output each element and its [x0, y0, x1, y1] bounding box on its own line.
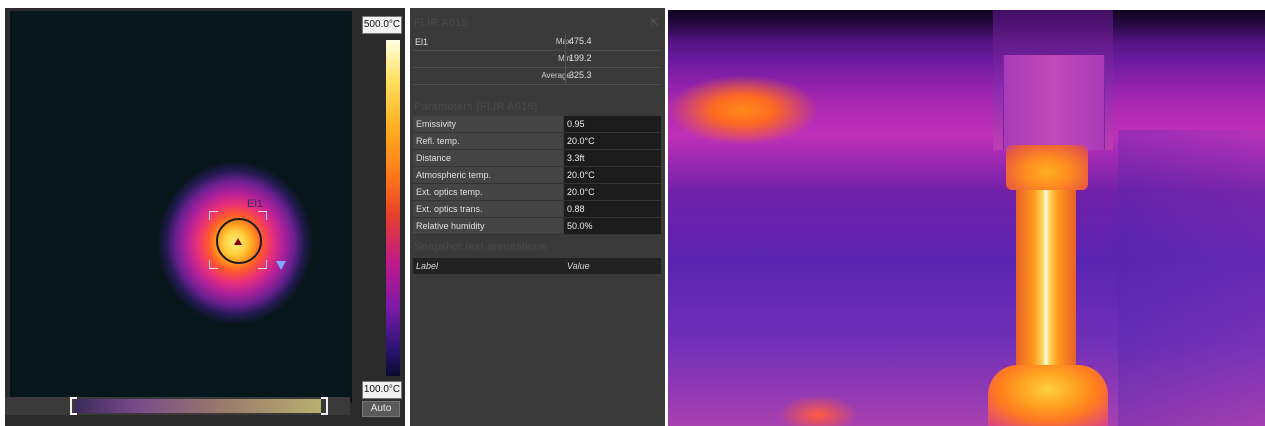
annotations-header: Label Value: [413, 258, 661, 274]
collapse-icon[interactable]: ⇱: [650, 18, 659, 29]
parameters-title: Parameters (FLIR A615): [414, 101, 538, 113]
measurement-value: 199.2: [565, 51, 592, 66]
range-right-handle[interactable]: [321, 397, 328, 415]
param-row-ext-optics-temp: Ext. optics temp. 20.0°C: [413, 184, 661, 201]
annotations-value-header: Value: [567, 261, 590, 271]
measurement-stat: Max: [555, 37, 571, 46]
level-span-histogram: [75, 399, 321, 413]
background-region: [1118, 130, 1265, 426]
param-value-input[interactable]: 3.3ft: [564, 150, 661, 166]
roi-selection-box[interactable]: [209, 211, 267, 269]
hot-collar: [1006, 145, 1088, 190]
thermal-image-large: [668, 10, 1265, 426]
min-temp-marker-icon: [276, 261, 286, 270]
hot-column: [1016, 175, 1076, 380]
param-row-ext-optics-trans: Ext. optics trans. 0.88: [413, 201, 661, 218]
measurement-row: Average 325.3: [413, 68, 661, 85]
fixture-block: [1003, 55, 1105, 150]
param-value-input[interactable]: 50.0%: [564, 218, 661, 234]
annotations-label-header: Label: [416, 261, 439, 271]
measurement-row: El1 Max 475.4: [413, 34, 661, 51]
measurement-stat: Min: [558, 54, 571, 63]
measurement-value: 475.4: [565, 34, 592, 49]
param-value-input[interactable]: 0.95: [564, 116, 661, 132]
thermal-image[interactable]: El1: [10, 11, 352, 403]
parameters-table: Emissivity 0.95 Refl. temp. 20.0°C Dista…: [413, 116, 661, 235]
param-row-atmospheric-temp: Atmospheric temp. 20.0°C: [413, 167, 661, 184]
annotations-title: Snapshot text annotations: [414, 241, 547, 253]
param-label: Emissivity: [413, 116, 563, 132]
param-label: Distance: [413, 150, 563, 166]
thermal-viewer: El1 500.0°C 100.0°C: [5, 8, 405, 426]
measurement-value: 325.3: [565, 68, 592, 83]
measurement-name: El1: [415, 37, 429, 47]
param-label: Ext. optics temp.: [413, 184, 563, 200]
auto-button[interactable]: Auto: [362, 401, 400, 417]
param-row-distance: Distance 3.3ft: [413, 150, 661, 167]
measurement-stat: Average: [541, 71, 571, 80]
image-shading: [668, 10, 1265, 40]
param-value-input[interactable]: 20.0°C: [564, 133, 661, 149]
param-value-input[interactable]: 20.0°C: [564, 167, 661, 183]
param-value-input[interactable]: 20.0°C: [564, 184, 661, 200]
measurement-table: El1 Max 475.4 Min 199.2 Average 325.3: [413, 34, 661, 85]
param-label: Relative humidity: [413, 218, 563, 234]
param-label: Atmospheric temp.: [413, 167, 563, 183]
camera-title: FLIR A615: [414, 17, 468, 29]
roi-label: El1: [247, 198, 263, 210]
param-row-emissivity: Emissivity 0.95: [413, 116, 661, 133]
hot-spot-blob: [10, 11, 352, 403]
roi-ellipse[interactable]: [216, 218, 262, 264]
measurement-row: Min 199.2: [413, 51, 661, 68]
scale-max-input[interactable]: 500.0°C: [362, 16, 402, 34]
param-row-refl-temp: Refl. temp. 20.0°C: [413, 133, 661, 150]
param-value-input[interactable]: 0.88: [564, 201, 661, 217]
param-label: Ext. optics trans.: [413, 201, 563, 217]
max-temp-marker-icon: [234, 238, 242, 245]
temperature-scale-bar: [386, 40, 400, 376]
hot-base: [988, 365, 1108, 426]
scale-min-input[interactable]: 100.0°C: [362, 381, 402, 399]
range-left-handle[interactable]: [70, 397, 77, 415]
info-panel: FLIR A615 ⇱ El1 Max 475.4 Min 199.2 Aver…: [410, 8, 665, 426]
param-row-relative-humidity: Relative humidity 50.0%: [413, 218, 661, 235]
param-label: Refl. temp.: [413, 133, 563, 149]
